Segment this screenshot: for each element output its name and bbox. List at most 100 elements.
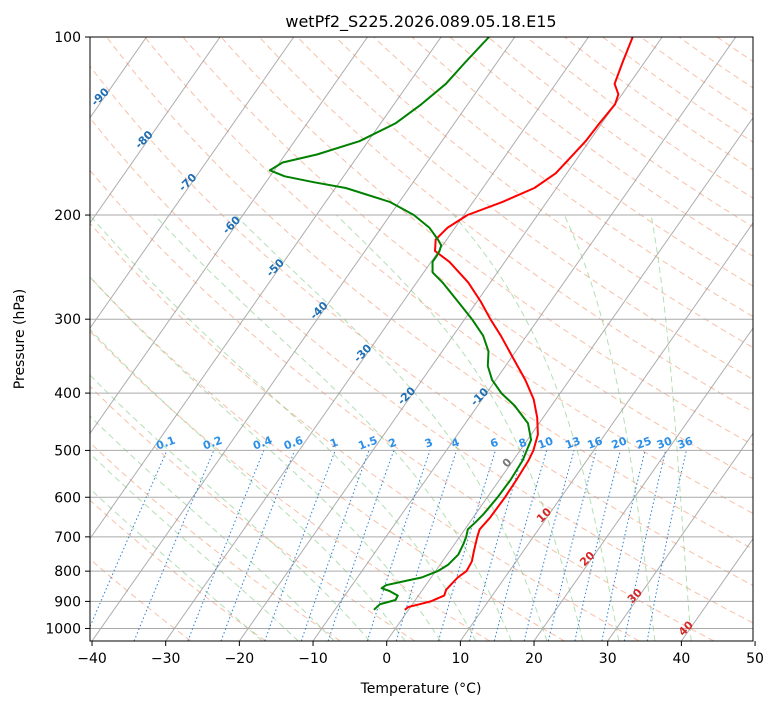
x-tick-label: 40 bbox=[672, 651, 690, 667]
x-axis-ticks: −40 −30 −20 −10 0 10 20 30 40 50 bbox=[77, 641, 764, 667]
isotherm-line bbox=[459, 222, 753, 641]
dry-adiabat bbox=[449, 37, 753, 257]
x-tick-label: 30 bbox=[599, 651, 617, 667]
moist-adiabat bbox=[154, 214, 512, 641]
dry-adiabat bbox=[564, 37, 753, 171]
y-tick-label: 200 bbox=[54, 208, 81, 224]
moist-adiabat bbox=[90, 214, 477, 641]
mixing-ratio-line bbox=[327, 450, 395, 641]
isotherm-label: -70 bbox=[176, 171, 199, 194]
isotherm-line bbox=[533, 327, 753, 641]
mixing-ratio-label: 0.4 bbox=[251, 434, 274, 453]
isobars bbox=[90, 37, 753, 629]
mixing-ratio-label: 36 bbox=[676, 434, 695, 452]
dry-adiabat bbox=[335, 37, 753, 349]
mixing-ratio-line bbox=[646, 450, 687, 641]
isotherm-label: 30 bbox=[625, 586, 645, 606]
dry-adiabat bbox=[90, 117, 753, 624]
dry-adiabat bbox=[640, 37, 753, 116]
dry-adiabat bbox=[90, 169, 715, 641]
isotherm-label: 40 bbox=[676, 618, 696, 638]
mixing-ratio-label: 13 bbox=[563, 434, 582, 451]
mixing-ratio-label: 0.6 bbox=[282, 434, 305, 453]
mixing-ratio-line bbox=[264, 450, 336, 641]
y-tick-label: 1000 bbox=[45, 621, 81, 637]
isotherm-line bbox=[165, 37, 589, 641]
dry-adiabat bbox=[182, 37, 753, 480]
dry-adiabat bbox=[90, 65, 753, 587]
y-tick-label: 300 bbox=[54, 312, 81, 328]
mixing-ratio-line bbox=[438, 450, 496, 641]
mixing-ratio-label: 1 bbox=[328, 436, 340, 451]
mixing-ratio-line bbox=[493, 450, 548, 641]
dry-adiabat bbox=[106, 37, 753, 550]
dry-adiabat bbox=[90, 330, 490, 641]
isotherm-label: 20 bbox=[577, 549, 597, 569]
y-tick-label: 600 bbox=[54, 490, 81, 506]
mixing-ratio-line bbox=[469, 450, 525, 641]
y-tick-label: 700 bbox=[54, 530, 81, 546]
mixing-ratio-label: 3 bbox=[423, 436, 435, 451]
isotherm-line bbox=[680, 537, 753, 641]
x-tick-label: −30 bbox=[151, 651, 181, 667]
mixing-ratio-line bbox=[133, 450, 215, 641]
dry-adiabat bbox=[258, 37, 753, 413]
mixing-ratio-line bbox=[300, 450, 370, 641]
x-tick-label: 20 bbox=[525, 651, 543, 667]
mixing-ratio-label: 16 bbox=[586, 434, 605, 452]
isotherm-label: -90 bbox=[89, 85, 112, 108]
temperature-profile bbox=[404, 37, 634, 611]
mixing-ratio-line bbox=[366, 450, 431, 641]
y-tick-label: 900 bbox=[54, 594, 81, 610]
sounding-series bbox=[268, 37, 634, 611]
mixing-ratio-label: 25 bbox=[634, 434, 653, 451]
dry-adiabat bbox=[373, 37, 753, 318]
moist-adiabat bbox=[90, 276, 441, 641]
x-tick-label: −10 bbox=[298, 651, 328, 667]
isotherm-line bbox=[312, 37, 737, 641]
dry-adiabat bbox=[297, 37, 753, 380]
mixing-ratio-label: 10 bbox=[536, 434, 555, 452]
mixing-ratio-line bbox=[547, 450, 597, 641]
isotherm-label: 10 bbox=[534, 505, 554, 525]
isotherm-line bbox=[91, 37, 516, 641]
y-axis-label: Pressure (hPa) bbox=[12, 289, 28, 389]
mixing-ratio-line bbox=[623, 450, 667, 641]
mixing-ratio-label: 0.2 bbox=[201, 434, 224, 453]
dry-adiabat bbox=[487, 37, 753, 228]
x-axis-label: Temperature (°C) bbox=[360, 681, 482, 697]
y-tick-label: 500 bbox=[54, 443, 81, 459]
moist-adiabat bbox=[234, 214, 548, 641]
moist-adiabat bbox=[90, 328, 406, 641]
dry-adiabat bbox=[526, 37, 753, 199]
mixing-ratio-lines bbox=[90, 450, 687, 641]
dry-adiabat bbox=[144, 37, 753, 515]
isotherm-label: -20 bbox=[395, 384, 418, 407]
y-tick-label: 800 bbox=[54, 564, 81, 580]
y-tick-label: 100 bbox=[54, 30, 81, 46]
mixing-ratio-label: 1.5 bbox=[356, 434, 379, 453]
mixing-ratio-line bbox=[187, 450, 265, 641]
chart-title: wetPf2_S225.2026.089.05.18.E15 bbox=[285, 12, 556, 32]
isotherm-label: 0 bbox=[500, 455, 515, 470]
moist-adiabat bbox=[650, 214, 692, 641]
mixing-ratio-label: 4 bbox=[450, 436, 462, 451]
mixing-ratio-line bbox=[574, 450, 621, 641]
moist-adiabat bbox=[90, 453, 299, 641]
isotherm-line bbox=[90, 37, 221, 224]
x-tick-label: −20 bbox=[225, 651, 255, 667]
plot-frame bbox=[89, 36, 754, 642]
moist-adiabat bbox=[90, 488, 263, 641]
mixing-ratio-label: 2 bbox=[387, 436, 399, 451]
mixing-ratio-line bbox=[601, 450, 646, 641]
moist-adiabat bbox=[90, 374, 370, 641]
isotherm-label: -80 bbox=[132, 128, 155, 151]
y-tick-label: 400 bbox=[54, 386, 81, 402]
moist-adiabats bbox=[90, 214, 692, 641]
dry-adiabat bbox=[90, 442, 341, 641]
dry-adiabat bbox=[602, 37, 753, 143]
mixing-ratio-label: 8 bbox=[517, 436, 529, 451]
isotherm-line bbox=[755, 37, 775, 641]
dry-adiabat bbox=[90, 499, 266, 641]
